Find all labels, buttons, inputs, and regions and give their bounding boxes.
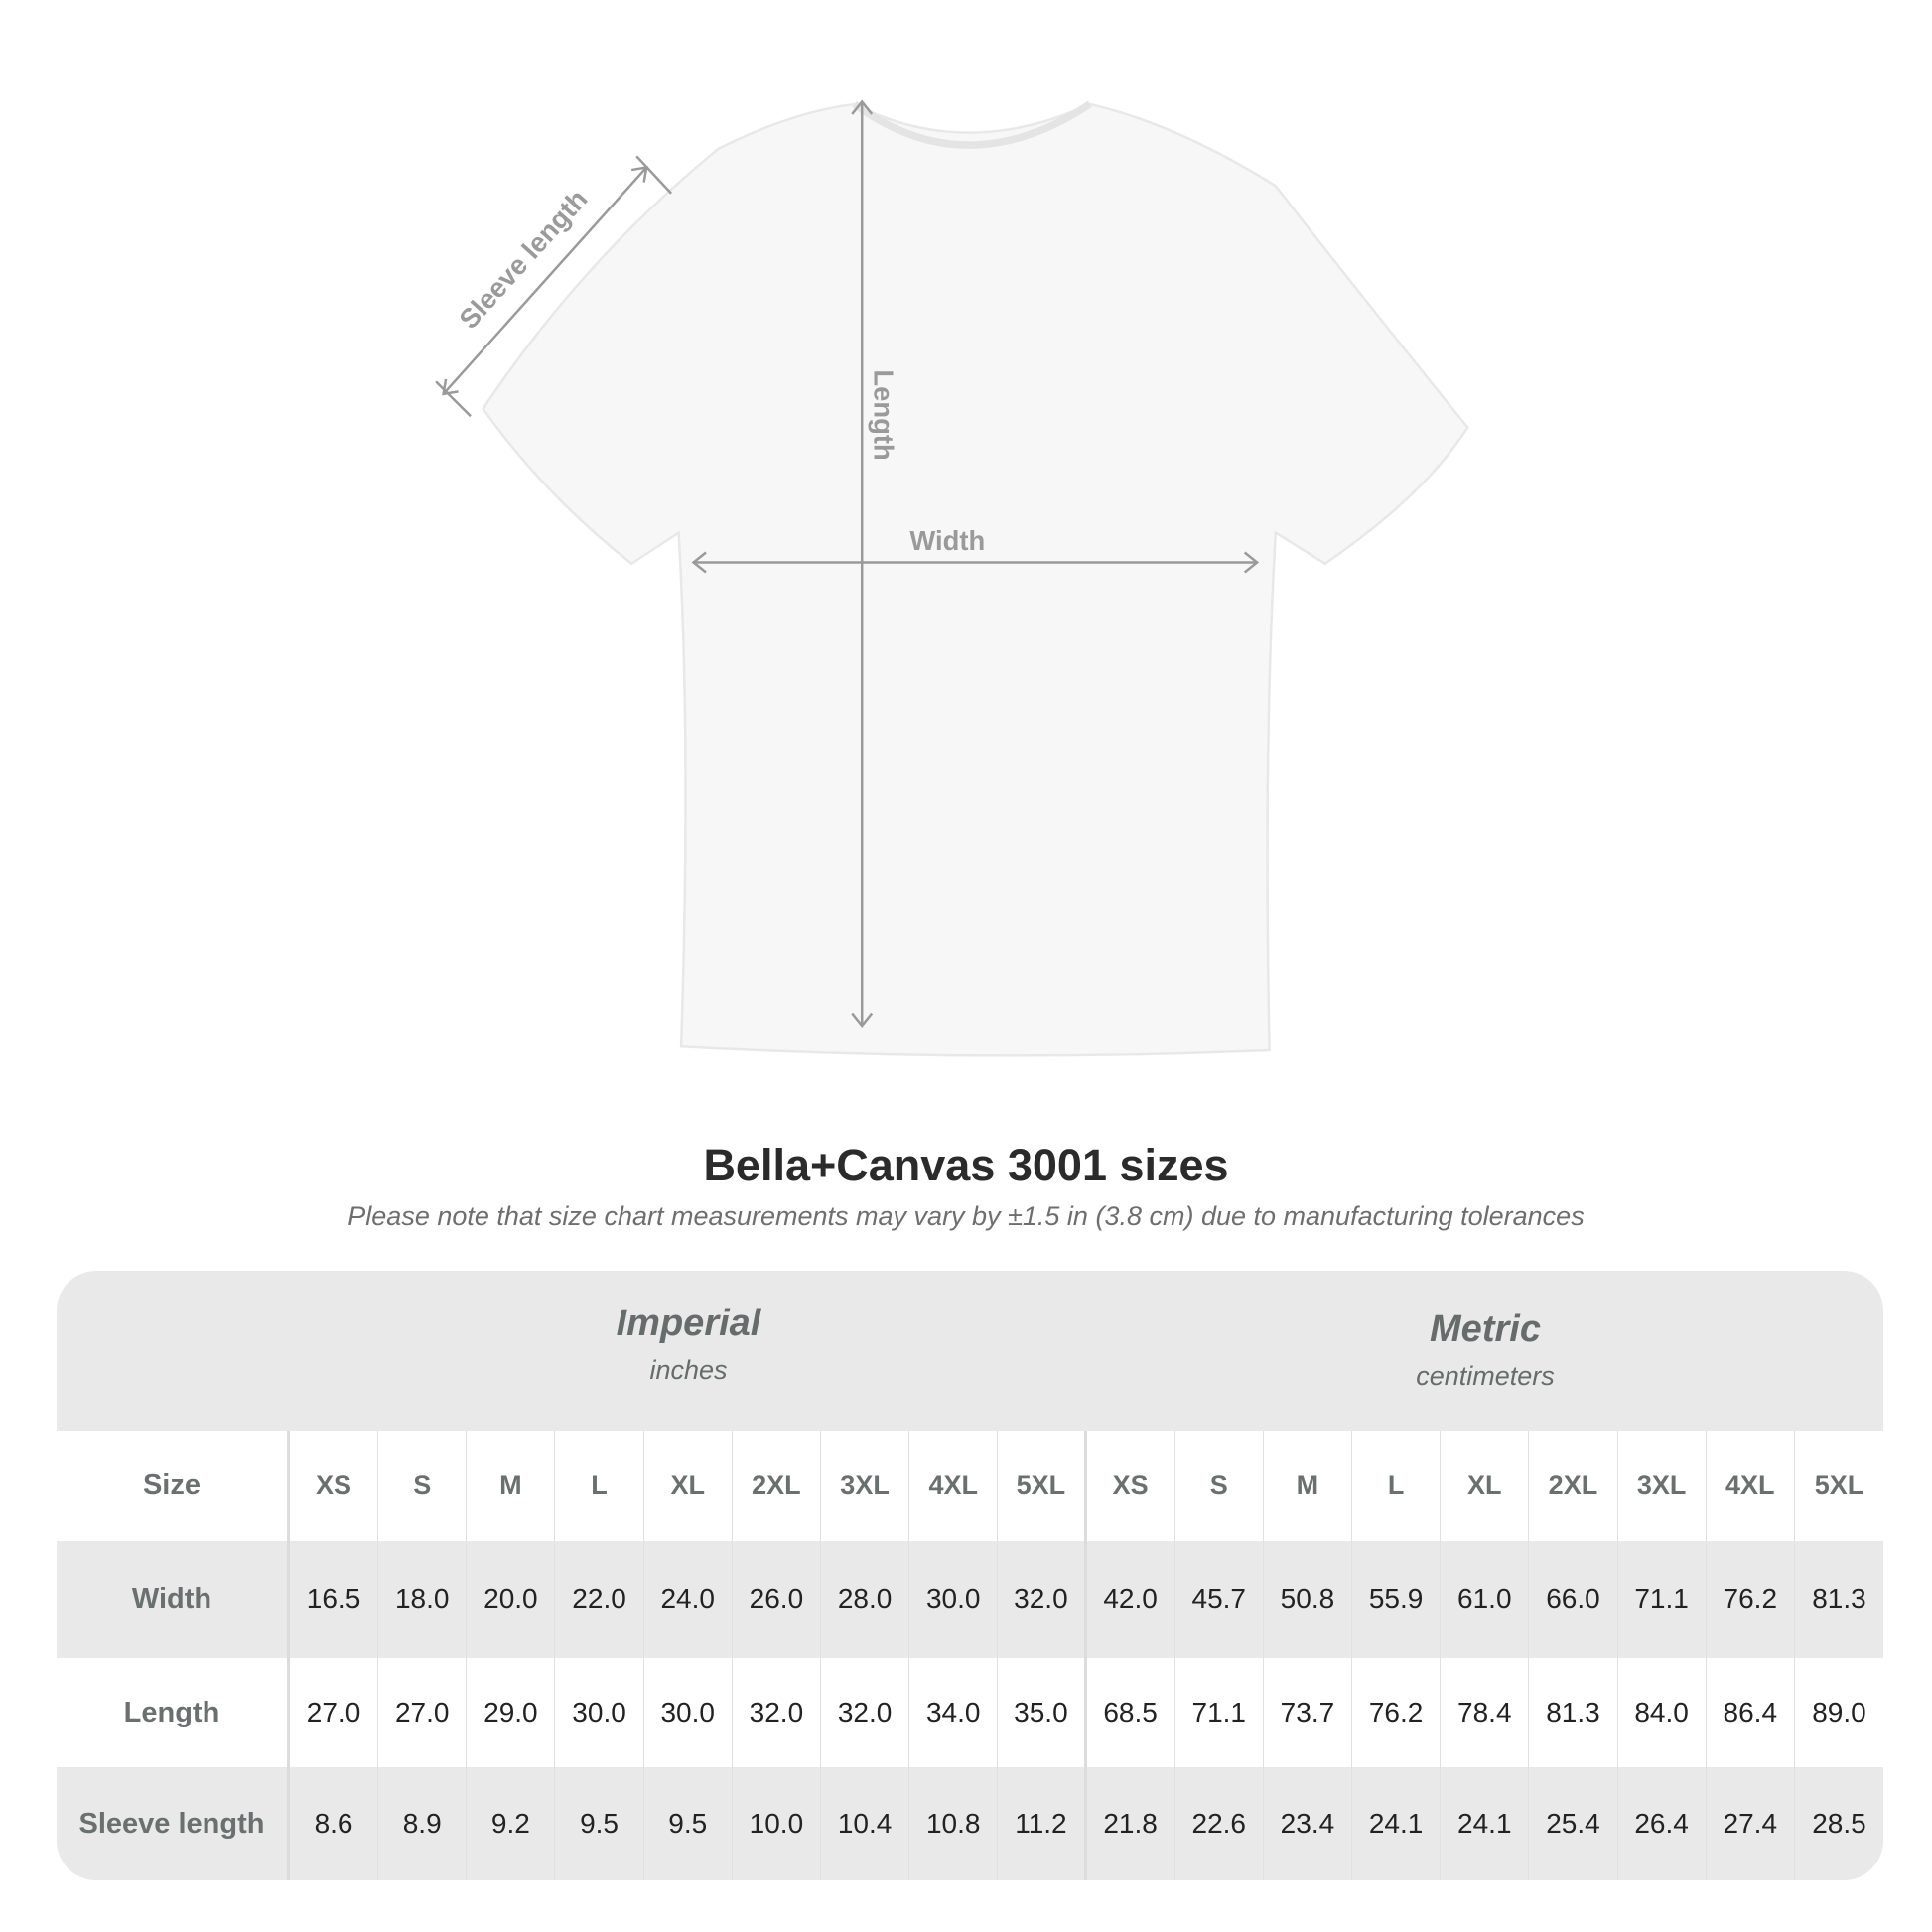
table-cell: 71.1 (1618, 1541, 1707, 1658)
table-cell: 78.4 (1441, 1658, 1530, 1767)
table-cell: 32.0 (733, 1658, 821, 1767)
metric-unit: centimeters (1416, 1361, 1555, 1391)
size-table: Imperial inches Metric centimeters Size X… (57, 1271, 1883, 1880)
table-cell: 81.3 (1812, 1584, 1866, 1614)
table-cell: 28.5 (1812, 1808, 1866, 1839)
size-header-cell: 2XL (1529, 1431, 1618, 1541)
tshirt-shape (481, 102, 1469, 1057)
table-cell: 20.0 (467, 1541, 556, 1658)
table-cell: 27.0 (290, 1658, 379, 1767)
table-cell: 27.0 (378, 1658, 468, 1767)
table-row: Sleeve length 8.6 8.9 9.2 9.5 9.5 10.0 10.4 10.8… (57, 1767, 1883, 1880)
table-cell: 30.0 (909, 1541, 999, 1658)
size-header-cell: 5XL (998, 1431, 1087, 1541)
table-cell: 32.0 (998, 1541, 1087, 1658)
table-cell: 10.8 (909, 1767, 999, 1880)
table-cell: 24.1 (1352, 1767, 1442, 1880)
table-cell: 35.0 (998, 1658, 1087, 1767)
size-header-cell: 2XL (733, 1431, 821, 1541)
table-cell: 9.5 (555, 1767, 644, 1880)
table-cell: 34.0 (909, 1658, 999, 1767)
table-cell: 26.0 (733, 1541, 821, 1658)
row-label: Size (57, 1431, 290, 1541)
size-header-cell: 5XL (1814, 1470, 1864, 1500)
table-cell: 71.1 (1175, 1658, 1264, 1767)
size-header-cell: 4XL (909, 1431, 999, 1541)
table-cell: 16.5 (290, 1541, 379, 1658)
table-cell: 8.6 (290, 1767, 379, 1880)
tshirt-diagram: Sleeve length Length Width (435, 99, 1469, 1057)
width-label: Width (909, 525, 985, 556)
metric-title: Metric (1430, 1309, 1541, 1350)
row-label: Length (57, 1658, 290, 1767)
table-cell: 21.8 (1087, 1767, 1175, 1880)
imperial-title: Imperial (616, 1303, 761, 1344)
table-cell: 28.0 (821, 1541, 910, 1658)
table-cell: 29.0 (467, 1658, 556, 1767)
size-header-cell: XS (1087, 1431, 1175, 1541)
metric-header: Metric centimeters (1087, 1309, 1883, 1468)
size-header-cell: XL (1441, 1431, 1530, 1541)
size-header-cell: S (378, 1431, 468, 1541)
table-cell: 84.0 (1618, 1658, 1707, 1767)
table-cell: 61.0 (1441, 1541, 1530, 1658)
table-cell: 11.2 (998, 1767, 1087, 1880)
page-title: Bella+Canvas 3001 sizes (703, 1140, 1229, 1190)
table-row: Length 27.0 27.0 29.0 30.0 30.0 32.0 32.0 34.0 35… (57, 1658, 1883, 1767)
imperial-header: Imperial inches (290, 1303, 1087, 1462)
table-cell: 10.4 (821, 1767, 910, 1880)
row-label: Sleeve length (57, 1767, 290, 1880)
table-cell: 30.0 (644, 1658, 733, 1767)
table-cell: 81.3 (1529, 1658, 1618, 1767)
imperial-unit: inches (649, 1355, 728, 1385)
size-header-cell: XL (644, 1431, 733, 1541)
table-cell: 45.7 (1175, 1541, 1264, 1658)
table-cell: 55.9 (1352, 1541, 1442, 1658)
table-row: Width 16.5 18.0 20.0 22.0 24.0 26.0 28.0 30.0 32.… (57, 1541, 1883, 1658)
table-cell: 89.0 (1812, 1697, 1866, 1727)
table-cell: 26.4 (1618, 1767, 1707, 1880)
table-cell: 24.0 (644, 1541, 733, 1658)
table-cell: 32.0 (821, 1658, 910, 1767)
table-cell: 42.0 (1087, 1541, 1175, 1658)
table-cell: 9.2 (467, 1767, 556, 1880)
size-header-cell: 3XL (1618, 1431, 1707, 1541)
table-cell: 50.8 (1264, 1541, 1353, 1658)
size-header-cell: M (467, 1431, 556, 1541)
tolerance-note: Please note that size chart measurements… (347, 1201, 1585, 1231)
size-header-cell: XS (290, 1431, 379, 1541)
table-cell: 24.1 (1441, 1767, 1530, 1880)
table-cell: 22.0 (555, 1541, 644, 1658)
table-cell: 68.5 (1087, 1658, 1175, 1767)
size-header-cell: 4XL (1707, 1431, 1795, 1541)
table-cell: 76.2 (1707, 1541, 1795, 1658)
size-header-cell: S (1175, 1431, 1264, 1541)
table-cell: 18.0 (378, 1541, 468, 1658)
table-cell: 73.7 (1264, 1658, 1353, 1767)
table-cell: 30.0 (555, 1658, 644, 1767)
table-cell: 10.0 (733, 1767, 821, 1880)
table-cell: 27.4 (1707, 1767, 1795, 1880)
size-header-cell: L (555, 1431, 644, 1541)
table-cell: 8.9 (378, 1767, 468, 1880)
table-row: Size XS S M L XL 2XL 3XL 4XL 5XL XS S M L XL 2XL 3XL 4XL 5… (57, 1431, 1883, 1541)
table-cell: 23.4 (1264, 1767, 1353, 1880)
sleeve-arrow (442, 166, 648, 395)
size-header-cell: 3XL (821, 1431, 910, 1541)
table-cell: 22.6 (1175, 1767, 1264, 1880)
table-cell: 86.4 (1707, 1658, 1795, 1767)
size-header-cell: M (1264, 1431, 1353, 1541)
size-header-cell: L (1352, 1431, 1442, 1541)
table-cell: 9.5 (644, 1767, 733, 1880)
length-label: Length (869, 369, 899, 460)
table-cell: 25.4 (1529, 1767, 1618, 1880)
table-cell: 66.0 (1529, 1541, 1618, 1658)
row-label: Width (57, 1541, 290, 1658)
table-cell: 76.2 (1352, 1658, 1442, 1767)
